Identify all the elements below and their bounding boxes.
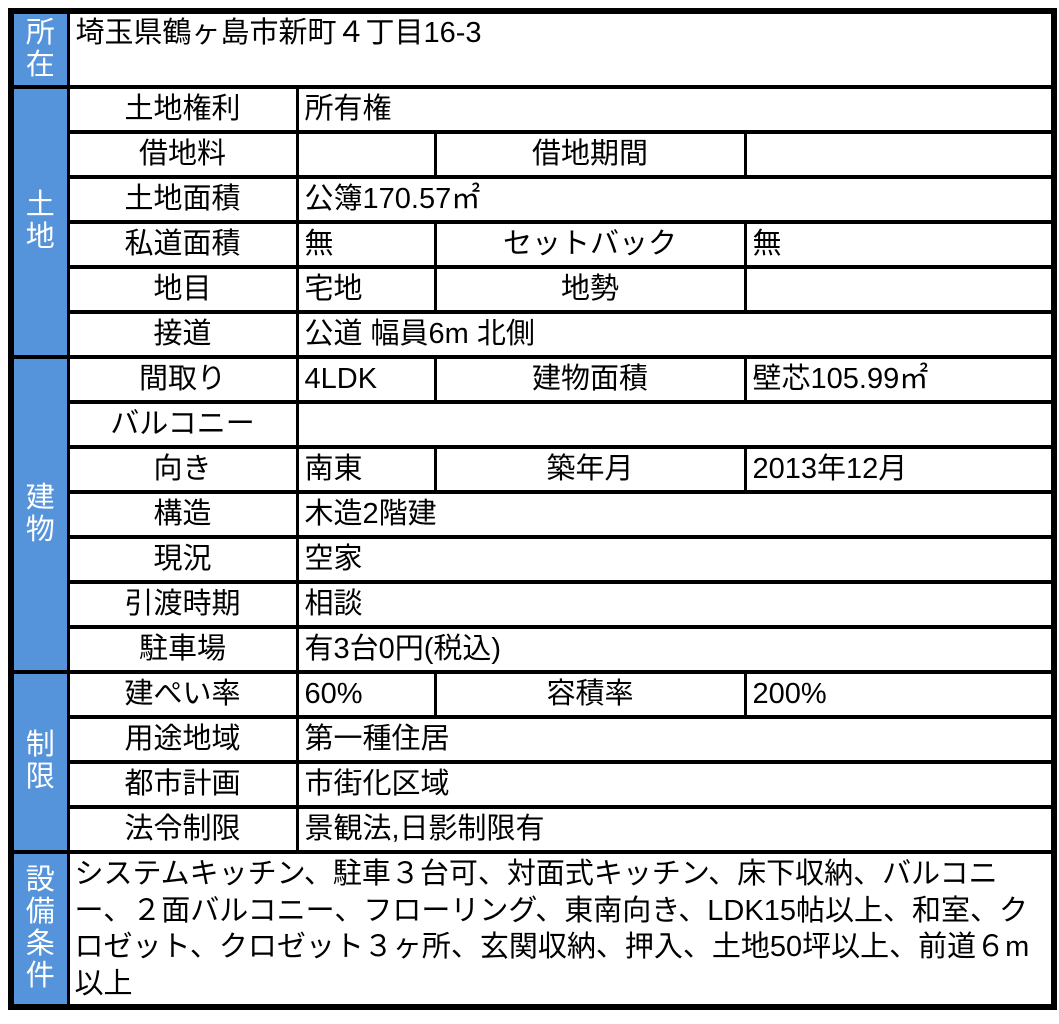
section-header-land: 土地 [9, 85, 70, 359]
table-row: 土地面積 公簿170.57㎡ [11, 175, 1056, 224]
field-value: 60% [295, 670, 437, 719]
field-value: 市街化区域 [295, 760, 1056, 809]
field-value-address: 埼玉県鶴ヶ島市新町４丁目16-3 [66, 9, 1056, 89]
field-label: 用途地域 [66, 715, 299, 764]
field-label: 建ぺい率 [66, 670, 299, 719]
field-value: 壁芯105.99㎡ [743, 355, 1056, 404]
field-value [295, 400, 1056, 449]
field-value: 南東 [295, 445, 437, 494]
field-value: 所有権 [295, 85, 1056, 134]
field-label: 土地権利 [66, 85, 299, 134]
table-row: 向き 南東 築年月 2013年12月 [11, 445, 1056, 494]
field-label: 私道面積 [66, 220, 299, 269]
table-row: 用途地域 第一種住居 [11, 715, 1056, 764]
table-row: 構造 木造2階建 [11, 490, 1056, 539]
field-label: セットバック [433, 220, 747, 269]
table-row: 借地料 借地期間 [11, 130, 1056, 179]
field-value: 相談 [295, 580, 1056, 629]
field-label: 借地期間 [433, 130, 747, 179]
field-value: 有3台0円(税込) [295, 625, 1056, 674]
table-row: 土地 土地権利 所有権 [9, 85, 1056, 359]
table-row: 建物 間取り 4LDK 建物面積 壁芯105.99㎡ [9, 355, 1056, 674]
section-header-equipment: 設備条件 [9, 849, 70, 1010]
field-value: 公道 幅員6m 北側 [295, 310, 1056, 359]
field-value: 4LDK [295, 355, 437, 404]
field-label: 容積率 [433, 670, 747, 719]
field-value: 空家 [295, 535, 1056, 584]
table-row: 制限 建ぺい率 60% 容積率 200% [9, 670, 1056, 854]
table-row: バルコニー [11, 400, 1056, 449]
field-value: 2013年12月 [743, 445, 1056, 494]
table-row: 私道面積 無 セットバック 無 [11, 220, 1056, 269]
field-value [295, 130, 437, 179]
field-value: 木造2階建 [295, 490, 1056, 539]
section-header-location: 所在 [9, 9, 70, 89]
field-label: 土地面積 [66, 175, 299, 224]
field-label: バルコニー [66, 400, 299, 449]
field-label: 駐車場 [66, 625, 299, 674]
field-label: 間取り [66, 355, 299, 404]
table-row: 引渡時期 相談 [11, 580, 1056, 629]
field-label: 地勢 [433, 265, 747, 314]
field-label: 築年月 [433, 445, 747, 494]
section-header-building: 建物 [9, 355, 70, 674]
property-detail-table: 所在 埼玉県鶴ヶ島市新町４丁目16-3 土地 土地権利 所有権 借地料 借地期間… [8, 8, 1058, 1011]
field-value: 公簿170.57㎡ [295, 175, 1056, 224]
field-value [743, 130, 1056, 179]
field-label: 現況 [66, 535, 299, 584]
field-value-equipment: システムキッチン、駐車３台可、対面式キッチン、床下収納、バルコニー、２面バルコニ… [66, 849, 1056, 1010]
table-row: 設備条件 システムキッチン、駐車３台可、対面式キッチン、床下収納、バルコニー、２… [9, 849, 1056, 1010]
field-label: 向き [66, 445, 299, 494]
field-label: 借地料 [66, 130, 299, 179]
table-row: 地目 宅地 地勢 [11, 265, 1056, 314]
field-label: 構造 [66, 490, 299, 539]
field-value: 200% [743, 670, 1056, 719]
field-label: 引渡時期 [66, 580, 299, 629]
field-label: 接道 [66, 310, 299, 359]
table-row: 都市計画 市街化区域 [11, 760, 1056, 809]
field-value [743, 265, 1056, 314]
field-value: 無 [295, 220, 437, 269]
field-value: 第一種住居 [295, 715, 1056, 764]
table-row: 現況 空家 [11, 535, 1056, 584]
table-row: 所在 埼玉県鶴ヶ島市新町４丁目16-3 [9, 9, 1056, 89]
field-value: 無 [743, 220, 1056, 269]
table-row: 接道 公道 幅員6m 北側 [11, 310, 1056, 359]
field-label: 法令制限 [66, 805, 299, 854]
field-label: 地目 [66, 265, 299, 314]
table-row: 法令制限 景観法,日影制限有 [11, 805, 1056, 854]
field-value: 宅地 [295, 265, 437, 314]
field-label: 建物面積 [433, 355, 747, 404]
field-label: 都市計画 [66, 760, 299, 809]
field-value: 景観法,日影制限有 [295, 805, 1056, 854]
table-row: 駐車場 有3台0円(税込) [11, 625, 1056, 674]
section-header-restrictions: 制限 [9, 670, 70, 854]
